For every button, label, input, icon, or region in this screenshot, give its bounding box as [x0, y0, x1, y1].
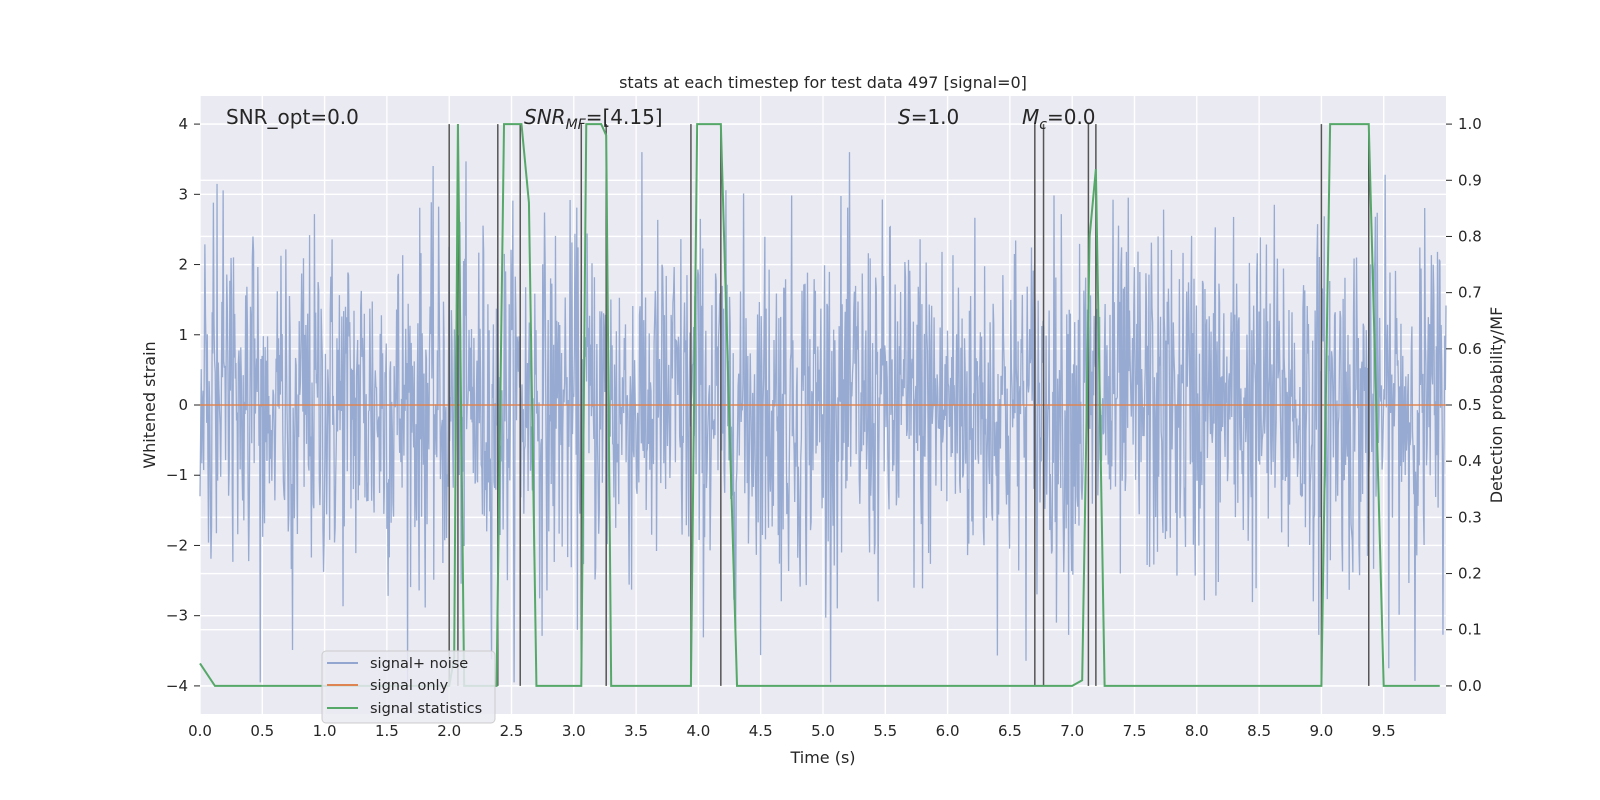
x-tick-label-8: 4.0	[686, 722, 710, 740]
y2-tick-label-7: 0.7	[1458, 284, 1482, 302]
x-tick-label-2: 1.0	[313, 722, 337, 740]
y-tick-label-1: −3	[166, 607, 188, 625]
y2-tick-label-5: 0.5	[1458, 396, 1482, 414]
x-tick-label-9: 4.5	[749, 722, 773, 740]
annotation-snr-mf-sub: MF	[566, 117, 587, 133]
legend-label-signal-noise: signal+ noise	[370, 656, 468, 672]
x-tick-label-12: 6.0	[936, 722, 960, 740]
annotation-mc-rest: =0.0	[1047, 105, 1096, 129]
x-tick-label-11: 5.5	[873, 722, 897, 740]
left-y-axis-ticks: −4 −3 −2 −1 0 1 2 3 4	[166, 115, 200, 695]
chart-title: stats at each timestep for test data 497…	[619, 73, 1027, 92]
x-tick-label-13: 6.5	[998, 722, 1022, 740]
annotation-snr-mf-base: SNR	[524, 105, 566, 129]
y2-tick-label-1: 0.1	[1458, 621, 1482, 639]
signal-statistics-line	[199, 123, 1440, 687]
x-tick-label-19: 9.5	[1372, 722, 1396, 740]
y2-tick-label-6: 0.6	[1458, 340, 1482, 358]
x-tick-label-10: 5.0	[811, 722, 835, 740]
y2-tick-label-4: 0.4	[1458, 452, 1482, 470]
x-tick-label-0: 0.0	[188, 722, 212, 740]
annotation-mc-sub: c	[1039, 117, 1047, 133]
signal-noise-line	[199, 152, 1447, 683]
x-tick-label-17: 8.5	[1247, 722, 1271, 740]
y-tick-label-0: −4	[166, 677, 188, 695]
series-signal-statistics	[199, 123, 1440, 687]
x-tick-label-6: 3.0	[562, 722, 586, 740]
y2-tick-label-9: 0.9	[1458, 171, 1482, 189]
x-tick-label-1: 0.5	[250, 722, 274, 740]
annotation-s-base: S	[898, 105, 911, 129]
y2-tick-label-8: 0.8	[1458, 227, 1482, 245]
x-tick-label-18: 9.0	[1309, 722, 1333, 740]
x-tick-label-14: 7.0	[1060, 722, 1084, 740]
x-tick-label-16: 8.0	[1185, 722, 1209, 740]
y2-tick-label-0: 0.0	[1458, 677, 1482, 695]
annotation-s: S=1.0	[898, 105, 959, 129]
y-tick-label-2: −2	[166, 536, 188, 554]
x-tick-label-7: 3.5	[624, 722, 648, 740]
y2-axis-label: Detection probability/MF	[1487, 307, 1506, 504]
annotation-s-rest: =1.0	[911, 105, 960, 129]
y-tick-label-6: 2	[178, 256, 188, 274]
y-tick-label-8: 4	[178, 115, 188, 133]
annotation-snr-mf-rest: =[4.15]	[586, 105, 663, 129]
y2-tick-label-2: 0.2	[1458, 565, 1482, 583]
y-tick-label-7: 3	[178, 185, 188, 203]
legend: signal+ noise signal only signal statist…	[321, 650, 496, 724]
x-tick-label-3: 1.5	[375, 722, 399, 740]
legend-label-signal-statistics: signal statistics	[370, 701, 482, 717]
right-y-axis-ticks: 0.0 0.1 0.2 0.3 0.4 0.5 0.6 0.7 0.8 0.9 1.0	[1446, 115, 1482, 695]
y-tick-label-3: −1	[166, 466, 188, 484]
annotation-snr-mf: SNRMF=[4.15]	[524, 105, 663, 133]
y-tick-label-4: 0	[178, 396, 188, 414]
x-axis-ticks: 0.0 0.5 1.0 1.5 2.0 2.5 3.0 3.5 4.0 4.5 5.0 5.5 6.0 6…	[188, 722, 1396, 740]
annotation-snr-opt-text: SNR_opt=0.0	[226, 105, 359, 129]
x-tick-label-4: 2.0	[437, 722, 461, 740]
annotation-snr-opt: SNR_opt=0.0	[226, 105, 359, 129]
x-axis-label: Time (s)	[789, 748, 855, 767]
y-axis-label: Whitened strain	[140, 341, 159, 468]
annotation-mc: Mc=0.0	[1022, 105, 1096, 133]
annotation-mc-base: M	[1022, 105, 1039, 129]
x-tick-label-5: 2.5	[500, 722, 524, 740]
legend-box	[321, 650, 496, 724]
series-signal-noise	[199, 152, 1447, 683]
y2-tick-label-3: 0.3	[1458, 508, 1482, 526]
legend-label-signal-only: signal only	[370, 678, 449, 694]
y2-tick-label-10: 1.0	[1458, 115, 1482, 133]
x-tick-label-15: 7.5	[1123, 722, 1147, 740]
y-tick-label-5: 1	[178, 326, 188, 344]
